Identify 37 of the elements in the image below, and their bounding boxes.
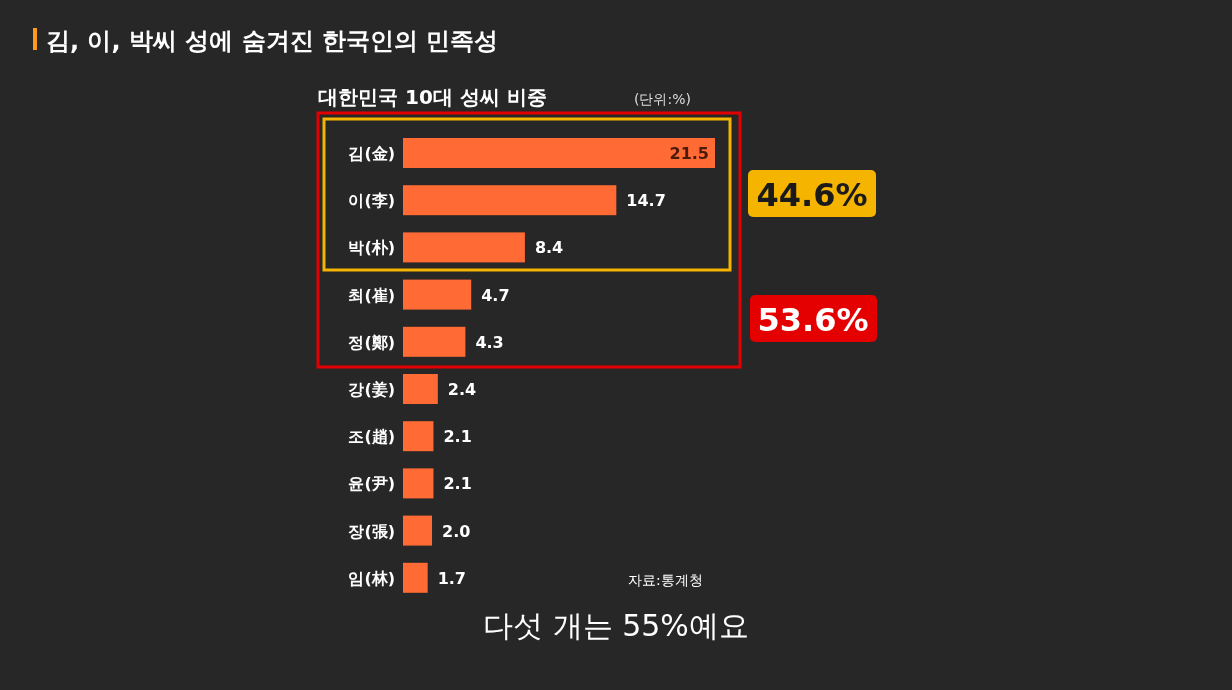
chart-subtitle: 대한민국 10대 성씨 비중: [318, 85, 547, 109]
y-tick-label: 장(張): [348, 521, 395, 541]
data-label: 2.0: [442, 521, 471, 541]
data-label: 14.7: [626, 191, 666, 211]
bar: [403, 279, 472, 310]
bar: [403, 562, 428, 593]
bar: [403, 374, 438, 404]
bar: [403, 138, 715, 168]
data-label: 8.4: [534, 238, 564, 258]
text: (단위:%): [634, 91, 691, 107]
y-tick-label: 임(林): [348, 568, 395, 588]
data-label: 2.4: [447, 380, 477, 399]
y-tick-label: 최(崔): [348, 285, 395, 305]
y-tick-label: 김(金): [348, 144, 395, 163]
text: 44.6%: [756, 176, 868, 214]
bar: [403, 468, 434, 499]
y-tick-label: 강(姜): [348, 380, 395, 399]
y-tick-label: 윤(尹): [348, 474, 395, 494]
data-label: 4.3: [475, 332, 504, 352]
data-label: 2.1: [443, 427, 472, 447]
data-label: 2.1: [443, 474, 472, 494]
bar: [403, 185, 617, 216]
data-label: 21.5: [669, 144, 709, 163]
text: 53.6%: [757, 301, 869, 339]
bar: [403, 515, 433, 546]
data-label: 1.7: [437, 568, 467, 588]
bar: [403, 232, 525, 263]
text: 다섯 개는 55%예요: [483, 608, 749, 643]
annotation: 자료:통계청: [628, 572, 703, 588]
bar: [403, 421, 434, 452]
y-tick-label: 이(李): [348, 191, 395, 211]
y-tick-label: 조(趙): [348, 427, 395, 447]
y-tick-label: 박(朴): [348, 238, 395, 258]
bar: [403, 326, 466, 357]
chart-title: 김, 이, 박씨 성에 숨겨진 한국인의 민족성: [46, 27, 499, 55]
y-tick-label: 정(鄭): [348, 332, 395, 352]
data-label: 4.7: [481, 285, 510, 305]
